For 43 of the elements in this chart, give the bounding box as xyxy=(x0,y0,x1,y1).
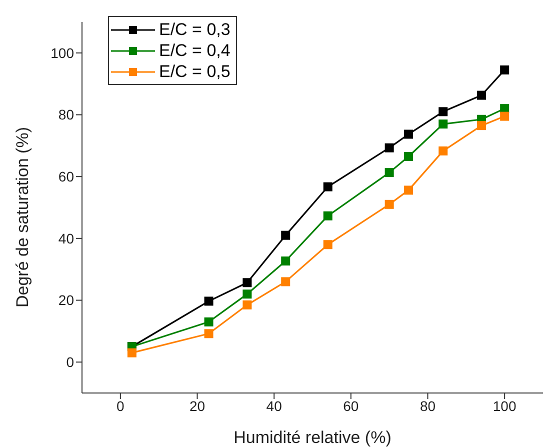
point xyxy=(281,277,290,286)
point xyxy=(438,146,448,156)
point xyxy=(204,296,214,306)
point xyxy=(127,348,136,358)
y-axis-title: Degré de saturation (%) xyxy=(13,127,32,308)
point xyxy=(242,290,252,299)
point xyxy=(323,240,332,250)
y-tick-label: 0 xyxy=(66,354,74,370)
point xyxy=(500,112,510,121)
legend-label: E/C = 0,5 xyxy=(159,61,230,82)
x-tick-label: 20 xyxy=(189,398,206,414)
point xyxy=(242,300,252,310)
point xyxy=(404,130,414,139)
point xyxy=(404,152,414,161)
point xyxy=(204,329,214,338)
point xyxy=(404,186,414,195)
y-tick-label: 60 xyxy=(58,168,74,185)
x-tick-label: 100 xyxy=(492,398,516,414)
point xyxy=(204,317,214,326)
point xyxy=(477,121,486,130)
point xyxy=(384,168,394,178)
point xyxy=(384,200,394,209)
x-tick-label: 0 xyxy=(116,398,125,414)
y-tick-label: 20 xyxy=(58,292,74,308)
point xyxy=(323,182,332,192)
x-axis-title: Humidité relative (%) xyxy=(234,428,392,447)
point xyxy=(242,278,252,288)
x-tick-label: 80 xyxy=(420,398,436,414)
x-tick-label: 60 xyxy=(343,398,359,414)
point xyxy=(500,65,510,74)
point xyxy=(438,120,448,129)
legend-label: E/C = 0,3 xyxy=(159,19,230,40)
y-tick-label: 80 xyxy=(58,106,74,123)
point xyxy=(281,230,290,240)
legend-label: E/C = 0,4 xyxy=(159,40,230,61)
point xyxy=(438,107,448,116)
point xyxy=(384,143,394,152)
x-tick-label: 40 xyxy=(266,398,282,414)
y-tick-label: 100 xyxy=(50,44,74,61)
point xyxy=(323,211,332,220)
point xyxy=(477,90,486,100)
point xyxy=(281,256,290,266)
y-tick-label: 40 xyxy=(58,230,74,246)
